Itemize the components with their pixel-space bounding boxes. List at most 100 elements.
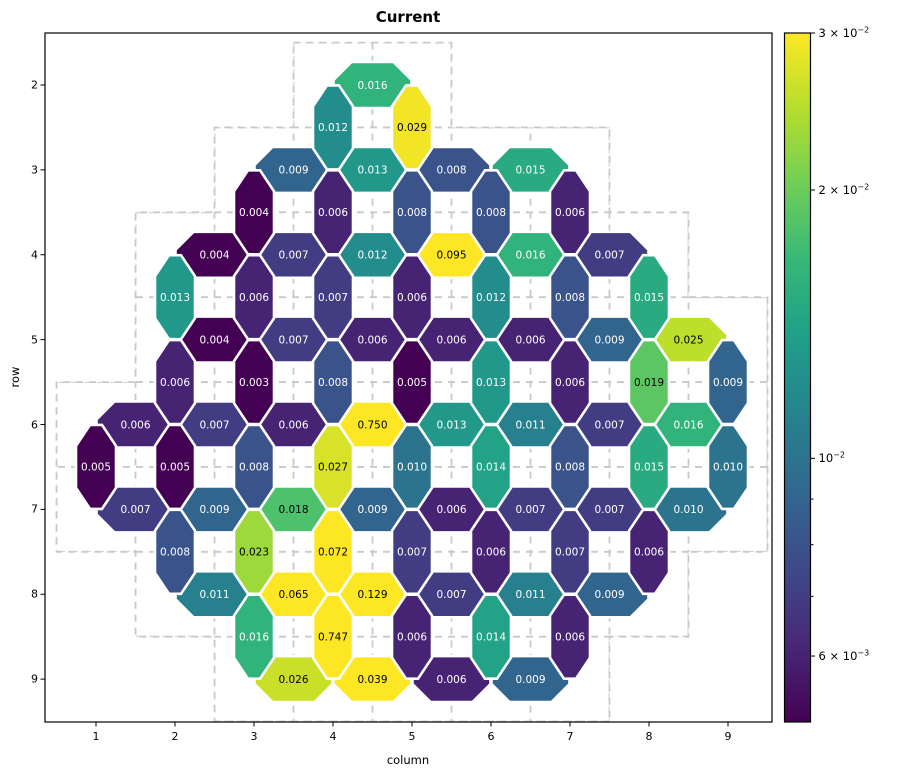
cell-value-label: 0.007 — [199, 419, 229, 431]
cell-value-label: 0.007 — [120, 504, 150, 516]
cell-value-label: 0.015 — [634, 292, 664, 304]
cell-value-label: 0.006 — [357, 334, 387, 346]
cell-value-label: 0.008 — [318, 377, 348, 389]
cell-value-label: 0.013 — [357, 165, 387, 177]
cell-value-label: 0.016 — [357, 80, 387, 92]
cell-value-label: 0.008 — [436, 165, 466, 177]
cell-value-label: 0.007 — [436, 589, 466, 601]
cell-shape — [548, 593, 592, 681]
cell-value-label: 0.008 — [476, 207, 506, 219]
y-tick-label-2: 2 — [31, 78, 38, 92]
cell-value-label: 0.009 — [594, 334, 624, 346]
heatmap-cell: 0.014 — [469, 423, 513, 511]
cell-value-label: 0.007 — [318, 292, 348, 304]
cell-value-label: 0.010 — [713, 462, 743, 474]
x-tick-label-6: 6 — [487, 730, 495, 743]
cell-shape — [153, 508, 197, 596]
cell-value-label: 0.013 — [476, 377, 506, 389]
heatmap-cell: 0.006 — [311, 169, 355, 256]
heatmap-cell: 0.003 — [232, 338, 276, 426]
x-tick-label-1: 1 — [92, 730, 100, 743]
cell-value-label: 0.016 — [673, 419, 703, 431]
cell-value-label: 0.015 — [515, 165, 545, 177]
heatmap-cell: 0.008 — [548, 423, 592, 511]
heatmap-cell: 0.008 — [390, 169, 434, 256]
heatmap-cell: 0.072 — [311, 508, 355, 596]
cell-value-label: 0.006 — [397, 292, 427, 304]
heatmap-cell: 0.013 — [153, 253, 197, 341]
cell-value-label: 0.007 — [278, 250, 308, 262]
cell-value-label: 0.006 — [436, 674, 466, 686]
cell-value-label: 0.006 — [476, 547, 506, 559]
module-outline — [55, 41, 769, 723]
x-tick-label-5: 5 — [408, 730, 416, 743]
cell-value-label: 0.003 — [239, 377, 269, 389]
x-tick-label-9: 9 — [724, 730, 732, 743]
cell-value-label: 0.006 — [278, 419, 308, 431]
heatmap-cell: 0.008 — [411, 145, 492, 195]
cell-value-label: 0.026 — [278, 674, 308, 686]
cell-value-label: 0.006 — [318, 207, 348, 219]
cell-value-label: 0.007 — [594, 504, 624, 516]
cell-value-label: 0.019 — [634, 377, 664, 389]
x-tick-label-7: 7 — [566, 730, 574, 743]
cell-value-label: 0.007 — [397, 547, 427, 559]
cell-shape — [74, 423, 118, 511]
heatmap-cell: 0.009 — [706, 338, 750, 426]
cell-value-label: 0.747 — [318, 631, 348, 643]
cell-value-label: 0.005 — [81, 462, 111, 474]
cell-value-label: 0.095 — [436, 250, 466, 262]
heatmap-cell: 0.039 — [332, 654, 413, 704]
colorbar-tick-label: 10−2 — [818, 450, 845, 466]
cell-value-label: 0.008 — [160, 547, 190, 559]
cell-shape — [232, 593, 276, 681]
cell-value-label: 0.015 — [634, 462, 664, 474]
cell-value-label: 0.009 — [278, 165, 308, 177]
cell-shape — [469, 593, 513, 681]
heatmap-cell: 0.029 — [390, 84, 434, 171]
heatmap-cell: 0.006 — [469, 508, 513, 596]
heatmap-cell: 0.010 — [706, 423, 750, 511]
cell-value-label: 0.027 — [318, 462, 348, 474]
heatmap-cell: 0.006 — [153, 338, 197, 426]
cell-value-label: 0.006 — [120, 419, 150, 431]
cell-value-label: 0.014 — [476, 462, 506, 474]
heatmap-cell: 0.006 — [390, 593, 434, 681]
cell-value-label: 0.004 — [199, 334, 229, 346]
heatmap-cell: 0.747 — [311, 593, 355, 681]
cell-value-label: 0.129 — [357, 589, 387, 601]
cell-shape — [627, 508, 671, 596]
cell-value-label: 0.012 — [476, 292, 506, 304]
heatmap-cell: 0.012 — [311, 84, 355, 171]
cell-shape — [706, 423, 750, 511]
cell-value-label: 0.007 — [594, 419, 624, 431]
cell-value-label: 0.004 — [239, 207, 269, 219]
cell-value-label: 0.006 — [160, 377, 190, 389]
heatmap-cell: 0.008 — [153, 508, 197, 596]
x-tick-label-4: 4 — [329, 730, 337, 743]
heatmap-cell: 0.008 — [311, 338, 355, 426]
x-tick-label-8: 8 — [645, 730, 653, 743]
cell-value-label: 0.006 — [555, 207, 585, 219]
colorbar — [783, 32, 812, 723]
cell-value-label: 0.006 — [515, 334, 545, 346]
heatmap-cell: 0.006 — [548, 593, 592, 681]
cell-value-label: 0.007 — [278, 334, 308, 346]
y-tick-label-7: 7 — [31, 502, 38, 516]
cell-value-label: 0.010 — [673, 504, 703, 516]
heatmap-cell: 0.010 — [390, 423, 434, 511]
cell-value-label: 0.006 — [436, 334, 466, 346]
cell-value-label: 0.006 — [397, 631, 427, 643]
cell-value-label: 0.006 — [634, 547, 664, 559]
colorbar-tick-label: 6 × 10−3 — [818, 648, 870, 664]
y-tick-label-5: 5 — [31, 333, 38, 347]
colorbar-tick-label: 3 × 10−2 — [818, 25, 870, 41]
heatmap-cell: 0.016 — [332, 60, 413, 110]
cell-value-label: 0.012 — [357, 250, 387, 262]
cell-value-label: 0.009 — [199, 504, 229, 516]
heatmap-cell: 0.007 — [390, 508, 434, 596]
heatmap-cell: 0.005 — [390, 338, 434, 426]
heatmap-cell: 0.014 — [469, 593, 513, 681]
heatmap-cell: 0.015 — [627, 253, 671, 341]
